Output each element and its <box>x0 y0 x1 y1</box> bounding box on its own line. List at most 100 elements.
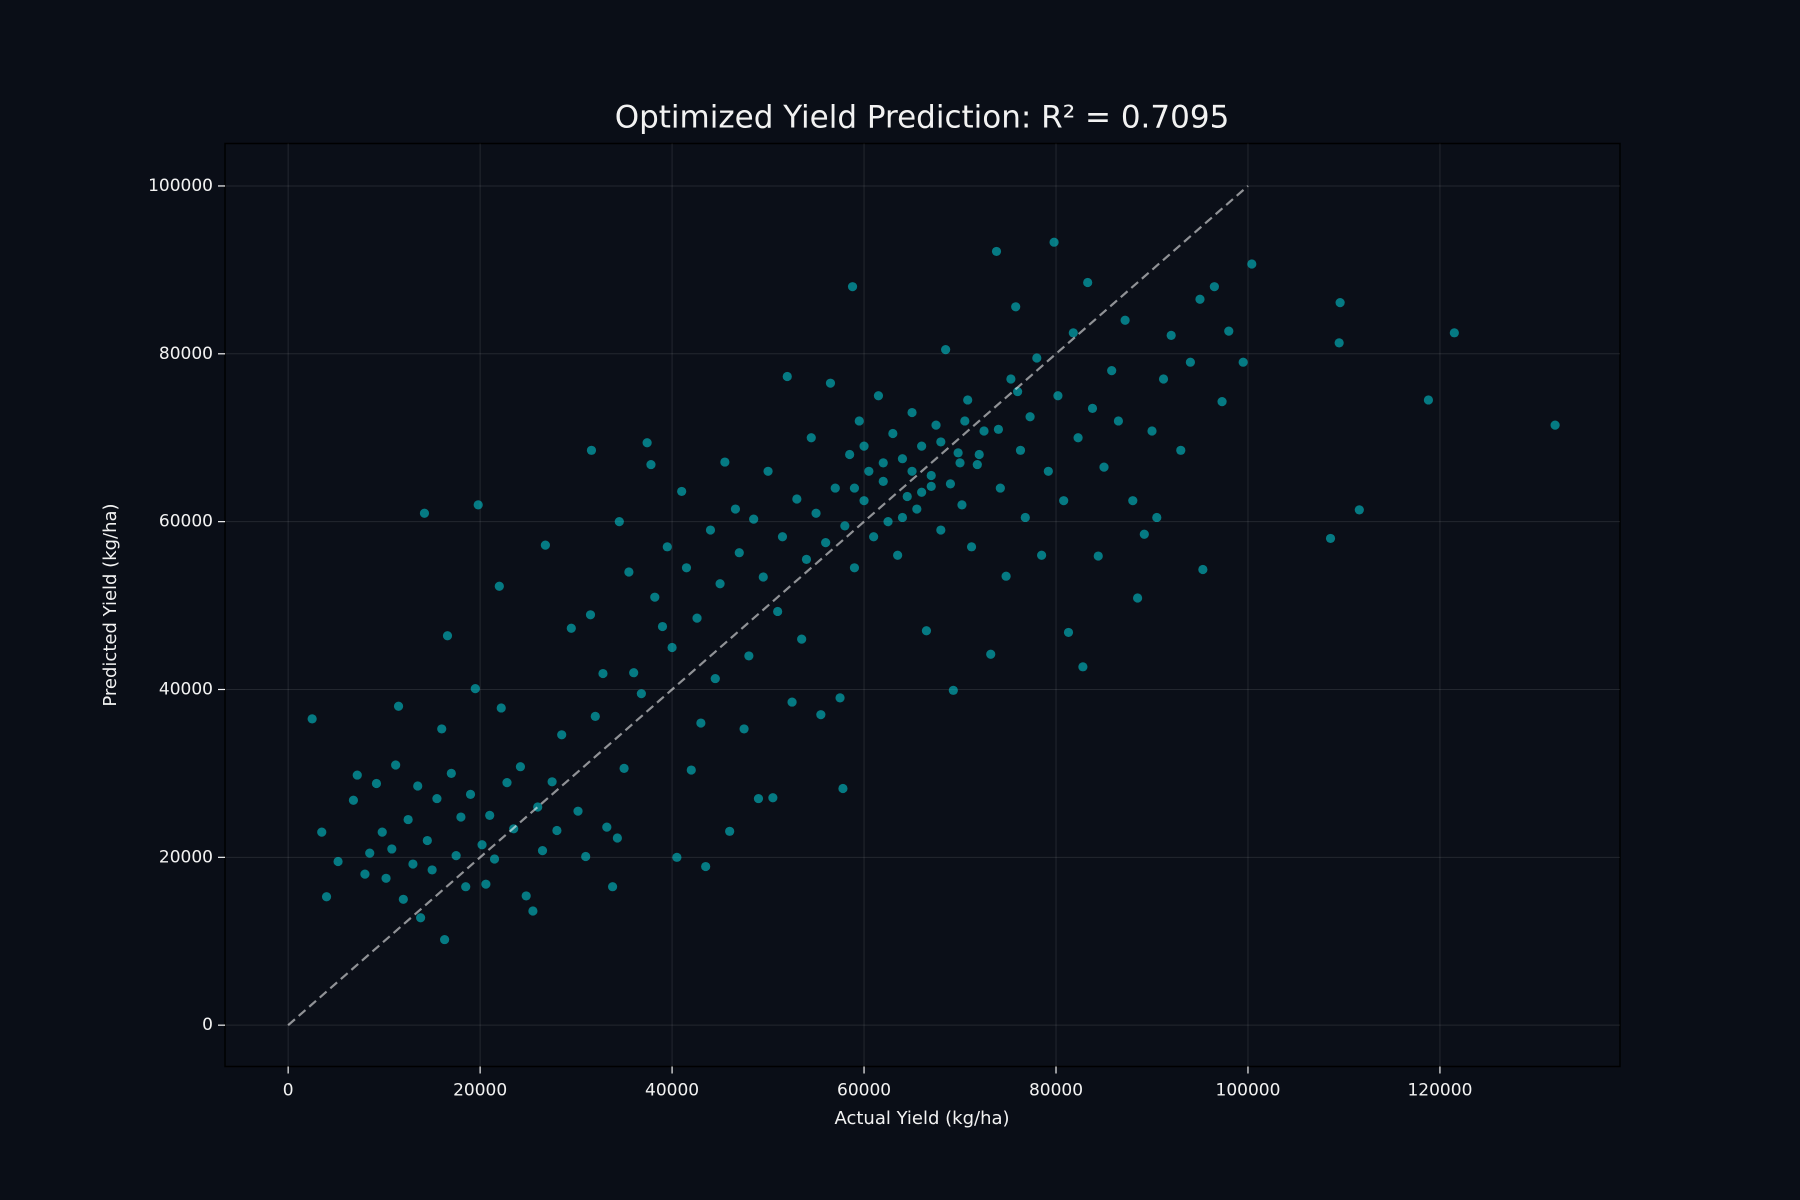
data-point <box>734 548 744 558</box>
data-point <box>926 470 936 481</box>
data-point <box>614 517 624 527</box>
data-point <box>333 856 343 867</box>
data-point <box>365 848 375 858</box>
data-point <box>1335 298 1345 308</box>
data-point <box>825 378 836 388</box>
data-point <box>1107 365 1117 376</box>
data-point <box>387 844 397 854</box>
data-point <box>416 913 426 923</box>
data-point <box>849 563 860 573</box>
x-tick-label: 20000 <box>453 1081 507 1101</box>
data-point <box>377 827 387 837</box>
reference-line <box>287 185 1249 1026</box>
data-point <box>408 859 418 869</box>
data-point <box>391 760 401 770</box>
data-point <box>456 812 466 822</box>
data-point <box>963 395 973 405</box>
data-point <box>672 852 682 862</box>
data-point <box>442 631 453 641</box>
data-point <box>437 724 447 734</box>
data-point <box>801 554 812 565</box>
data-point <box>528 906 538 916</box>
data-point <box>878 476 888 486</box>
data-point <box>1015 445 1026 455</box>
data-point <box>1139 529 1149 539</box>
data-point <box>773 606 783 617</box>
data-point <box>888 428 898 439</box>
data-point <box>864 466 874 476</box>
data-point <box>1087 403 1098 413</box>
data-point <box>1113 416 1123 426</box>
data-point <box>953 448 963 458</box>
data-point <box>489 854 500 864</box>
data-point <box>573 806 583 816</box>
data-point <box>816 710 826 720</box>
data-point <box>427 865 437 875</box>
data-point <box>1006 374 1016 384</box>
y-axis-label: Predicted Yield (kg/ha) <box>100 503 121 706</box>
data-point <box>1423 395 1434 405</box>
data-point <box>360 869 370 879</box>
data-point <box>715 579 725 589</box>
data-point <box>1198 564 1208 575</box>
data-point <box>657 621 668 632</box>
data-point <box>419 508 430 518</box>
data-point <box>1068 328 1078 338</box>
data-point <box>612 833 622 843</box>
data-point <box>540 540 550 550</box>
data-point <box>381 873 391 883</box>
data-point <box>777 532 788 542</box>
data-point <box>348 795 359 805</box>
data-point <box>619 763 629 773</box>
data-point <box>917 487 927 497</box>
data-point <box>352 770 362 780</box>
data-point <box>461 882 471 892</box>
data-point <box>974 449 984 460</box>
data-point <box>1053 391 1063 401</box>
grid <box>218 143 1620 1074</box>
data-point <box>739 724 749 734</box>
data-point <box>1001 571 1011 581</box>
data-point <box>1043 466 1053 476</box>
data-point <box>945 479 956 489</box>
data-point <box>1013 386 1023 397</box>
data-point <box>835 693 845 703</box>
data-point <box>502 778 512 788</box>
data-point <box>725 826 735 836</box>
data-point <box>642 438 652 448</box>
data-point <box>917 441 927 451</box>
data-point <box>1334 338 1344 348</box>
data-point <box>1449 328 1459 338</box>
data-point <box>955 458 965 468</box>
data-point <box>1025 412 1035 422</box>
data-point <box>948 685 958 695</box>
data-point <box>667 642 677 653</box>
data-point <box>883 517 893 527</box>
data-point <box>1550 420 1560 430</box>
data-point <box>1083 277 1093 288</box>
data-point <box>398 894 408 904</box>
data-point <box>432 793 442 804</box>
data-point <box>581 851 591 862</box>
data-point <box>393 701 404 711</box>
data-point <box>692 613 702 623</box>
data-point <box>590 711 600 721</box>
plot-area <box>224 142 1621 1068</box>
data-point <box>744 651 754 661</box>
data-point <box>1078 662 1088 672</box>
data-point <box>566 623 576 633</box>
data-point <box>607 882 618 892</box>
data-point <box>1166 330 1176 340</box>
y-tick-label: 80000 <box>159 344 213 364</box>
data-point <box>473 500 483 510</box>
data-point <box>907 466 917 476</box>
data-point <box>986 649 996 659</box>
data-point <box>792 494 802 504</box>
data-point <box>371 778 382 789</box>
data-point <box>602 822 612 832</box>
data-point <box>966 542 977 552</box>
data-point <box>696 718 706 728</box>
data-point <box>847 282 858 292</box>
data-point <box>979 426 989 436</box>
